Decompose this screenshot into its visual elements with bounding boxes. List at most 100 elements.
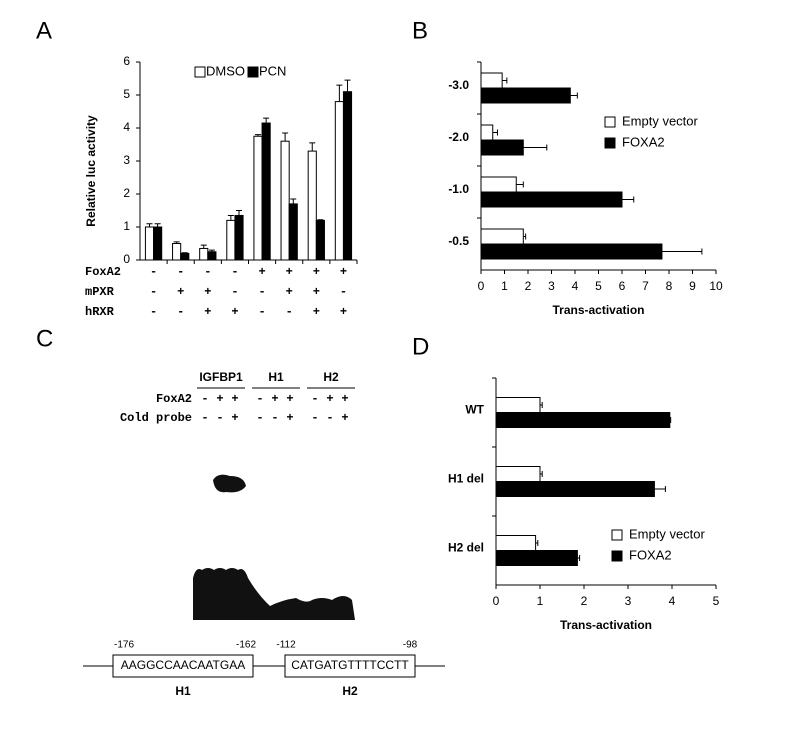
panel-label: A <box>36 17 52 44</box>
error-bar <box>146 223 153 227</box>
x-tick-label: 9 <box>689 279 696 293</box>
lane-sign: + <box>231 392 238 406</box>
y-axis-label: Relative luc activity <box>84 115 98 227</box>
error-bar <box>336 84 343 102</box>
x-tick-label: 3 <box>625 594 632 608</box>
y-tick-label: 4 <box>123 120 130 134</box>
legend-swatch <box>611 529 623 541</box>
bar <box>207 251 217 261</box>
condition-sign: + <box>340 265 347 279</box>
condition-sign: - <box>258 285 265 299</box>
error-bar <box>492 129 498 136</box>
y-tick-label: -1.0 <box>448 182 469 196</box>
error-bar <box>540 471 543 477</box>
x-tick-label: 0 <box>478 279 485 293</box>
condition-sign: - <box>286 305 293 319</box>
condition-sign: + <box>177 285 184 299</box>
x-tick-label: 1 <box>501 279 508 293</box>
lane-sign: - <box>271 411 278 425</box>
bar <box>495 466 541 482</box>
error-bar <box>282 132 289 142</box>
lane-sign: - <box>201 392 208 406</box>
condition-sign: + <box>204 285 211 299</box>
error-bar <box>669 417 672 423</box>
condition-sign: + <box>258 265 265 279</box>
error-bar <box>577 555 581 561</box>
lane-sign: + <box>231 411 238 425</box>
error-bar <box>254 134 261 137</box>
y-tick-label: 0 <box>123 252 130 266</box>
panel-label: D <box>412 333 429 360</box>
bar <box>495 397 541 413</box>
bar <box>261 122 271 261</box>
x-tick-label: 1 <box>537 594 544 608</box>
condition-label: FoxA2 <box>85 265 121 279</box>
bar <box>480 72 503 89</box>
error-bar <box>236 210 243 216</box>
legend-label: Empty vector <box>622 113 699 128</box>
x-tick-label: 10 <box>709 279 723 293</box>
bar <box>234 214 244 261</box>
bar <box>480 124 494 141</box>
bar <box>180 252 190 261</box>
error-bar <box>227 214 234 221</box>
condition-label: hRXR <box>85 305 115 319</box>
condition-sign: - <box>177 305 184 319</box>
error-bar <box>622 196 635 203</box>
site-sequence: AAGGCCAACAATGAA <box>121 658 245 672</box>
bar <box>153 226 163 261</box>
x-tick-label: 8 <box>666 279 673 293</box>
condition-sign: + <box>204 305 211 319</box>
condition-sign: + <box>286 265 293 279</box>
error-bar <box>661 248 703 255</box>
lane-sign: + <box>341 411 348 425</box>
lane-sign: - <box>256 392 263 406</box>
condition-sign: - <box>177 265 184 279</box>
error-bar <box>502 77 508 84</box>
site-name: H2 <box>342 684 358 698</box>
site-start: -112 <box>276 640 296 651</box>
bar <box>495 550 578 566</box>
panel-label: C <box>36 325 53 352</box>
legend-swatch <box>194 66 206 78</box>
x-tick-label: 3 <box>548 279 555 293</box>
bar <box>315 219 325 261</box>
lane-sign: - <box>311 411 318 425</box>
legend-label: FOXA2 <box>629 547 672 562</box>
bar <box>226 219 236 261</box>
x-tick-label: 2 <box>581 594 588 608</box>
error-bar <box>535 540 539 546</box>
condition-sign: - <box>204 265 211 279</box>
error-bar <box>317 219 324 221</box>
y-tick-label: 2 <box>123 186 130 200</box>
lane-sign: + <box>326 392 333 406</box>
y-tick-label: -0.5 <box>448 234 469 248</box>
bar <box>307 150 317 261</box>
bar <box>253 135 263 261</box>
y-tick-label: -2.0 <box>448 130 469 144</box>
condition-sign: - <box>258 305 265 319</box>
error-bar <box>181 252 188 254</box>
x-tick-label: 6 <box>619 279 626 293</box>
error-bar <box>570 92 578 99</box>
legend-label: DMSO <box>206 63 245 78</box>
condition-sign: - <box>231 285 238 299</box>
bar <box>495 412 671 428</box>
legend-swatch <box>247 66 259 78</box>
site-name: H1 <box>175 684 191 698</box>
bar <box>480 176 517 193</box>
y-tick-label: 3 <box>123 153 130 167</box>
row-label: FoxA2 <box>156 392 192 406</box>
bar <box>280 140 290 261</box>
x-tick-label: 2 <box>525 279 532 293</box>
lane-sign: + <box>341 392 348 406</box>
x-tick-label: 4 <box>669 594 676 608</box>
site-sequence: CATGATGTTTTCCTT <box>291 658 409 672</box>
lane-sign: - <box>326 411 333 425</box>
error-bar <box>344 79 351 92</box>
error-bar <box>208 249 215 252</box>
bar <box>288 203 298 261</box>
error-bar <box>523 144 548 151</box>
y-tick-label: 6 <box>123 54 130 68</box>
bar <box>480 191 623 208</box>
